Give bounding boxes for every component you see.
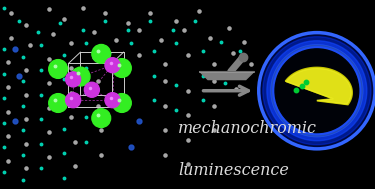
Ellipse shape bbox=[84, 82, 99, 97]
Ellipse shape bbox=[263, 37, 371, 145]
Ellipse shape bbox=[66, 93, 81, 108]
Text: luminescence: luminescence bbox=[178, 162, 289, 179]
Ellipse shape bbox=[112, 59, 131, 77]
Ellipse shape bbox=[105, 58, 120, 73]
Ellipse shape bbox=[105, 93, 120, 108]
Polygon shape bbox=[285, 67, 352, 105]
Text: mechanochromic: mechanochromic bbox=[178, 120, 317, 137]
Ellipse shape bbox=[66, 72, 81, 87]
Ellipse shape bbox=[271, 45, 363, 137]
Ellipse shape bbox=[112, 94, 131, 112]
Polygon shape bbox=[286, 68, 351, 104]
Ellipse shape bbox=[92, 44, 111, 63]
Ellipse shape bbox=[49, 94, 68, 112]
Ellipse shape bbox=[275, 49, 359, 132]
Ellipse shape bbox=[267, 41, 367, 141]
Ellipse shape bbox=[92, 109, 111, 128]
Polygon shape bbox=[200, 72, 254, 80]
Ellipse shape bbox=[71, 67, 90, 86]
Ellipse shape bbox=[49, 60, 68, 78]
Ellipse shape bbox=[259, 33, 375, 149]
